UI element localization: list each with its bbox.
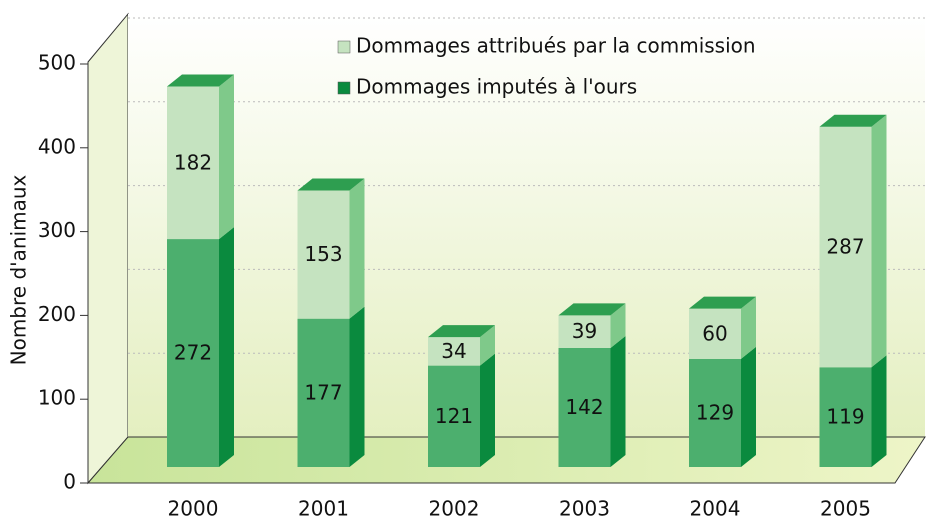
bar-side [349, 306, 365, 467]
legend-label: Dommages imputés à l'ours [356, 75, 637, 99]
back-wall [128, 14, 925, 437]
bar-front [558, 315, 611, 349]
y-tick-label: 100 [38, 386, 76, 410]
bar-side [871, 114, 887, 368]
legend-label: Dommages attribués par la commission [356, 34, 756, 58]
bar-front [558, 348, 611, 467]
value-label: 129 [696, 400, 734, 424]
bar-segment [689, 296, 756, 359]
bar-segment [297, 306, 365, 467]
bar-front [167, 86, 219, 240]
x-tick-label: 2005 [820, 497, 871, 521]
bar-top [297, 178, 365, 191]
bar-segment [558, 303, 626, 349]
y-tick-label: 200 [38, 302, 76, 326]
value-label: 272 [174, 341, 212, 365]
legend-swatch [337, 81, 351, 95]
value-label: 121 [435, 404, 473, 428]
bar-front [167, 239, 219, 467]
bar-side [741, 346, 756, 467]
y-tick-label: 300 [38, 218, 76, 242]
bar-segment [819, 355, 887, 467]
bar-segment [167, 227, 234, 467]
value-label: 119 [826, 405, 864, 429]
y-tick-label: 0 [63, 470, 76, 494]
y-tick-label: 500 [38, 51, 76, 75]
bar-segment [689, 346, 756, 467]
bar-top [689, 296, 756, 309]
bar-front [689, 308, 741, 359]
bar-front [297, 318, 350, 467]
bar-segment [167, 74, 234, 240]
x-tick-label: 2000 [168, 497, 219, 521]
bar-side [871, 355, 887, 467]
value-label: 177 [304, 380, 342, 404]
x-tick-label: 2001 [298, 497, 349, 521]
value-label: 182 [174, 150, 212, 174]
bar-side [219, 227, 234, 467]
bar-side [480, 353, 495, 467]
legend-swatch [337, 40, 351, 54]
bar-front [297, 190, 350, 319]
y-tick-label: 400 [38, 134, 76, 158]
value-label: 142 [565, 395, 603, 419]
bar-side [610, 336, 626, 467]
bar-side [349, 178, 365, 319]
bar-front [689, 358, 741, 467]
value-label: 287 [826, 235, 864, 259]
value-label: 60 [702, 321, 727, 345]
value-label: 39 [572, 319, 597, 343]
bar-segment [428, 325, 495, 366]
bar-segment [558, 336, 626, 467]
legend: Dommages attribués par la commission Domm… [337, 34, 756, 99]
bar-segment [819, 114, 887, 368]
bar-top [428, 325, 495, 338]
bar-front [819, 126, 872, 368]
side-wall [87, 12, 129, 485]
x-tick-label: 2003 [559, 497, 610, 521]
x-tick-label: 2004 [690, 497, 741, 521]
bar-side [610, 303, 626, 349]
value-label: 153 [304, 242, 342, 266]
bar-top [167, 74, 234, 87]
bar-segment [297, 178, 365, 319]
bar-front [428, 337, 480, 366]
bar-side [741, 296, 756, 359]
value-label: 34 [441, 339, 466, 363]
y-axis-label: Nombre d'animaux [7, 174, 31, 365]
bar-side [219, 74, 234, 240]
bar-side [480, 325, 495, 366]
bar-front [428, 365, 480, 467]
bar-top [819, 114, 887, 127]
bar-top [558, 303, 626, 316]
x-tick-label: 2002 [429, 497, 480, 521]
bar-segment [428, 353, 495, 467]
bar-front [819, 367, 872, 467]
